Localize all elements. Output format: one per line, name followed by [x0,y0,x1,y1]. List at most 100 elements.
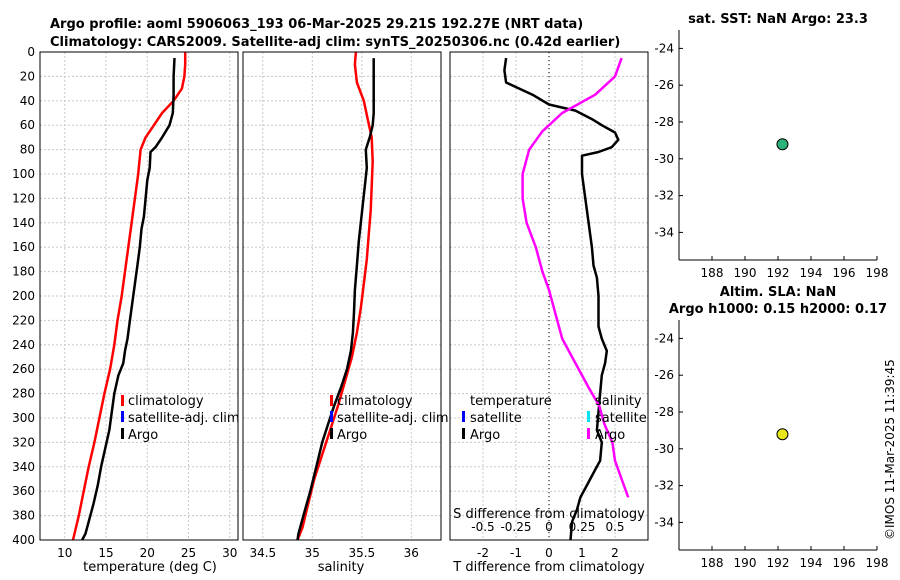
x-tick-label: 196 [833,266,856,280]
legend-swatch-argo [330,428,333,439]
legend-label-t-sat: satellite [470,411,522,426]
legend-swatch-argo [121,428,124,439]
y-tick-label: 320 [12,435,35,449]
y-tick-label: 100 [12,167,35,181]
legend-swatch-sat [330,411,333,422]
float-position-marker [776,428,789,441]
legend-swatch-s-argo [587,428,590,439]
plot-frame [242,51,442,541]
salinity-plot: 34.5 35 35.5 36 [242,51,442,560]
x-tick-label: 25 [181,546,196,560]
y-tick-label: 400 [12,533,35,547]
legend-label-s-argo: Argo [595,428,625,443]
legend-swatch-t-sat [462,411,465,422]
legend-label-argo: Argo [337,428,367,443]
y-tick-label: 20 [20,69,35,83]
header-line-2: Climatology: CARS2009. Satellite-adj cli… [50,35,620,50]
y-tick-label: 80 [20,143,35,157]
y-tick-label: 0 [27,45,35,59]
float-position-marker [776,138,789,151]
x-tick-label: 192 [767,266,790,280]
legend-swatch-clim [121,395,124,406]
x-tick-label: 30 [222,546,237,560]
salinity-xlabel: salinity [318,560,365,575]
x-tick-label: 36 [404,546,419,560]
y-tick-label: -32 [654,189,674,203]
legend-label-argo: Argo [128,428,158,443]
salinity-legend: climatology satellite-adj. clim Argo [330,394,449,443]
y-tick-label: -26 [654,368,674,382]
y-tick-label: -28 [654,115,674,129]
y-tick-label: -30 [654,442,674,456]
y-tick-label: -28 [654,405,674,419]
y-tick-label: 300 [12,411,35,425]
sla-map-title: Altim. SLA: NaN [720,285,836,300]
s-diff-label: S difference from climatology [453,507,645,522]
x-tick-label: 198 [866,266,889,280]
series-line-s-diff-argo [521,57,630,498]
x-tick-label: 15 [98,546,113,560]
x-tick-label: 192 [767,556,790,570]
sst-map: 188 190 192 194 196 198 -24 -26 -28 -30 -32 -34 [654,30,888,280]
s-tick-label: 0.5 [605,520,624,534]
difference-legend-temperature: temperature satellite Argo [462,394,552,443]
legend-label-clim: climatology [128,394,204,409]
x-tick-label: -1 [510,546,522,560]
y-tick-label: -34 [654,515,674,529]
legend-title-salinity: salinity [595,394,642,409]
x-tick-label: 34.5 [249,546,276,560]
x-tick-label: 20 [140,546,155,560]
sla-map-subtitle: Argo h1000: 0.15 h2000: 0.17 [669,302,887,317]
x-tick-label: -2 [477,546,489,560]
x-tick-label: 0 [545,546,553,560]
y-tick-label: 60 [20,118,35,132]
x-tick-label: 196 [833,556,856,570]
y-tick-label: -34 [654,225,674,239]
temperature-xlabel: temperature (deg C) [83,560,217,575]
y-tick-label: 180 [12,265,35,279]
x-tick-label: 194 [800,266,823,280]
y-tick-label: -26 [654,78,674,92]
legend-swatch-s-sat [587,411,590,422]
header-line-1: Argo profile: aoml 5906063_193 06-Mar-20… [50,17,583,32]
legend-label-s-sat: satellite [595,411,647,426]
legend-title-temperature: temperature [470,394,552,409]
plot-frame [39,51,239,541]
y-tick-label: 380 [12,509,35,523]
series-line-argo [296,58,375,541]
temperature-legend: climatology satellite-adj. clim Argo [121,394,240,443]
s-tick-label: 0.25 [569,520,596,534]
legend-label-clim: climatology [337,394,413,409]
series-line-argo [81,58,176,541]
legend-swatch-clim [330,395,333,406]
s-tick-label: -0.25 [500,520,531,534]
y-tick-label: 140 [12,216,35,230]
x-tick-label: 188 [701,556,724,570]
x-tick-label: 190 [734,266,757,280]
x-tick-label: 190 [734,556,757,570]
legend-label-sat: satellite-adj. clim [128,411,240,426]
x-tick-label: 1 [578,546,586,560]
s-tick-label: 0 [545,520,553,534]
x-tick-label: 35 [305,546,320,560]
x-tick-label: 188 [701,266,724,280]
y-tick-label: 160 [12,240,35,254]
y-tick-label: 200 [12,289,35,303]
t-diff-xlabel: T difference from climatology [452,560,645,575]
series-line-climatology [296,51,374,541]
y-tick-label: 360 [12,484,35,498]
y-tick-label: 340 [12,460,35,474]
s-tick-label: -0.5 [471,520,494,534]
y-tick-label: -30 [654,152,674,166]
y-tick-label: 120 [12,191,35,205]
y-tick-label: -24 [654,41,674,55]
sla-map: 188 190 192 194 196 198 -24 -26 -28 -30 -32 -34 [654,320,888,570]
x-tick-label: 2 [611,546,619,560]
y-tick-label: 220 [12,313,35,327]
temperature-plot: 10 15 20 25 30020406080100120140160180200220… [12,45,239,560]
sst-map-title: sat. SST: NaN Argo: 23.3 [688,12,868,27]
x-tick-label: 10 [57,546,72,560]
difference-plot: -2 -1 0 1 2 -0.5 -0.25 0 0.25 0.5 [449,51,649,560]
legend-label-t-argo: Argo [470,428,500,443]
